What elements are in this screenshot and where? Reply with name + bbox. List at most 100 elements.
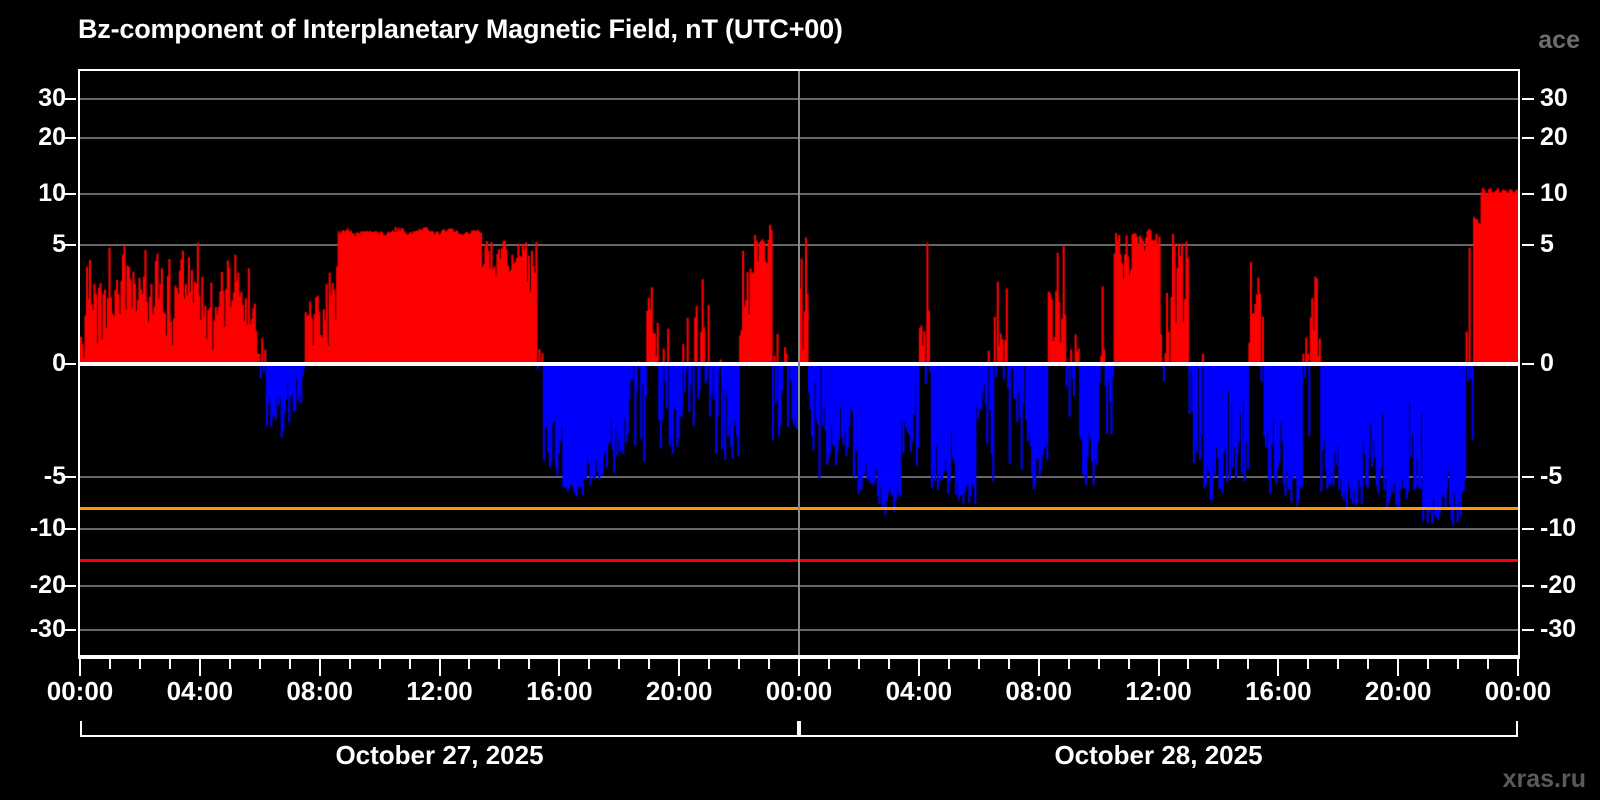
y-tick-mark-right--10	[1522, 528, 1534, 530]
y-tick-label-right-10: 10	[1540, 179, 1568, 207]
x-tick-minor-4-3	[648, 659, 651, 669]
x-tick-major-11	[1397, 659, 1400, 676]
y-tick-mark-left-5	[64, 244, 76, 246]
x-tick-minor-3-2	[498, 659, 501, 669]
x-tick-minor-4-2	[618, 659, 621, 669]
x-tick-label-8: 08:00	[1005, 676, 1072, 706]
y-tick-mark-left-10	[64, 193, 76, 195]
y-tick-label-left--5: -5	[43, 462, 66, 490]
x-tick-minor-1-1	[228, 659, 231, 669]
day-divider	[798, 71, 800, 655]
x-tick-minor-7-2	[977, 659, 980, 669]
y-tick-mark-right-0	[1522, 363, 1534, 365]
page-title: Bz-component of Interplanetary Magnetic …	[78, 14, 843, 44]
y-tick-mark-right-30	[1522, 98, 1534, 100]
x-tick-minor-10-2	[1337, 659, 1340, 669]
y-tick-mark-right-10	[1522, 193, 1534, 195]
x-tick-minor-0-2	[138, 659, 141, 669]
y-tick-label-left--20: -20	[29, 571, 66, 599]
x-tick-label-1: 04:00	[166, 676, 234, 706]
x-tick-minor-10-1	[1307, 659, 1310, 669]
x-tick-minor-8-1	[1067, 659, 1070, 669]
x-tick-minor-6-1	[827, 659, 830, 669]
y-tick-label-right--20: -20	[1540, 571, 1577, 599]
y-tick-mark-right-5	[1522, 244, 1534, 246]
y-tick-label-left-5: 5	[52, 230, 66, 258]
day-label-1: October 28, 2025	[1054, 740, 1263, 770]
x-tick-minor-2-2	[378, 659, 381, 669]
x-tick-major-0	[79, 659, 81, 676]
y-tick-mark-right-20	[1522, 137, 1534, 139]
x-tick-minor-0-3	[168, 659, 171, 669]
day-label-0: October 27, 2025	[335, 740, 544, 770]
y-tick-label-right-0: 0	[1540, 349, 1554, 377]
x-tick-label-10: 16:00	[1245, 676, 1312, 706]
y-tick-label-right--5: -5	[1540, 462, 1563, 490]
y-tick-mark-right--30	[1522, 629, 1534, 631]
y-tick-label-left-0: 0	[52, 349, 66, 377]
y-tick-mark-left-30	[64, 98, 76, 100]
source-watermark: ace	[1538, 26, 1580, 54]
y-tick-mark-left-20	[64, 137, 76, 139]
x-tick-major-8	[1037, 659, 1040, 676]
x-tick-minor-1-2	[258, 659, 261, 669]
x-tick-minor-6-3	[887, 659, 890, 669]
x-tick-minor-1-3	[288, 659, 291, 669]
y-tick-label-right--30: -30	[1540, 615, 1577, 643]
x-tick-major-4	[558, 659, 561, 676]
x-tick-minor-9-3	[1247, 659, 1250, 669]
x-tick-major-7	[917, 659, 920, 676]
x-tick-label-9: 12:00	[1125, 676, 1192, 706]
y-tick-label-right-20: 20	[1540, 123, 1568, 151]
y-tick-mark-left--30	[64, 629, 76, 631]
y-tick-label-left-30: 30	[38, 84, 66, 112]
x-tick-major-9	[1157, 659, 1160, 676]
y-tick-label-left-10: 10	[38, 179, 66, 207]
x-tick-minor-3-3	[528, 659, 531, 669]
x-tick-minor-7-3	[1007, 659, 1010, 669]
x-tick-minor-4-1	[588, 659, 591, 669]
x-tick-minor-5-1	[708, 659, 711, 669]
x-tick-label-0: 00:00	[46, 676, 114, 706]
x-tick-major-5	[678, 659, 681, 676]
x-tick-minor-9-2	[1217, 659, 1220, 669]
x-tick-major-3	[438, 659, 441, 676]
x-tick-minor-5-3	[768, 659, 771, 669]
x-tick-major-12	[1517, 659, 1519, 676]
y-tick-label-left--30: -30	[29, 615, 66, 643]
y-tick-mark-left--10	[64, 528, 76, 530]
plot-area	[78, 69, 1520, 657]
x-tick-minor-10-3	[1367, 659, 1370, 669]
x-tick-minor-11-2	[1457, 659, 1460, 669]
x-tick-label-3: 12:00	[406, 676, 473, 706]
x-tick-minor-0-1	[108, 659, 111, 669]
x-axis-rail	[78, 657, 1520, 659]
y-tick-label-right--10: -10	[1540, 514, 1577, 542]
y-tick-mark-right--5	[1522, 476, 1534, 478]
y-tick-mark-left--5	[64, 476, 76, 478]
y-tick-mark-left--20	[64, 585, 76, 587]
x-tick-minor-3-1	[468, 659, 471, 669]
x-tick-label-7: 04:00	[885, 676, 953, 706]
y-tick-label-left-20: 20	[38, 123, 66, 151]
x-tick-minor-9-1	[1187, 659, 1190, 669]
x-tick-major-10	[1277, 659, 1280, 676]
x-tick-minor-11-3	[1487, 659, 1490, 669]
y-tick-label-right-30: 30	[1540, 84, 1568, 112]
x-tick-major-1	[198, 659, 201, 676]
y-tick-mark-right--20	[1522, 585, 1534, 587]
x-tick-minor-7-1	[947, 659, 950, 669]
y-tick-label-right-5: 5	[1540, 230, 1554, 258]
y-tick-mark-left-0	[64, 363, 76, 365]
day-bracket-0	[80, 721, 799, 737]
x-tick-minor-2-3	[408, 659, 411, 669]
y-tick-label-left--10: -10	[29, 514, 66, 542]
x-tick-minor-11-1	[1427, 659, 1430, 669]
x-tick-major-6	[798, 659, 800, 676]
x-tick-label-12: 00:00	[1484, 676, 1552, 706]
